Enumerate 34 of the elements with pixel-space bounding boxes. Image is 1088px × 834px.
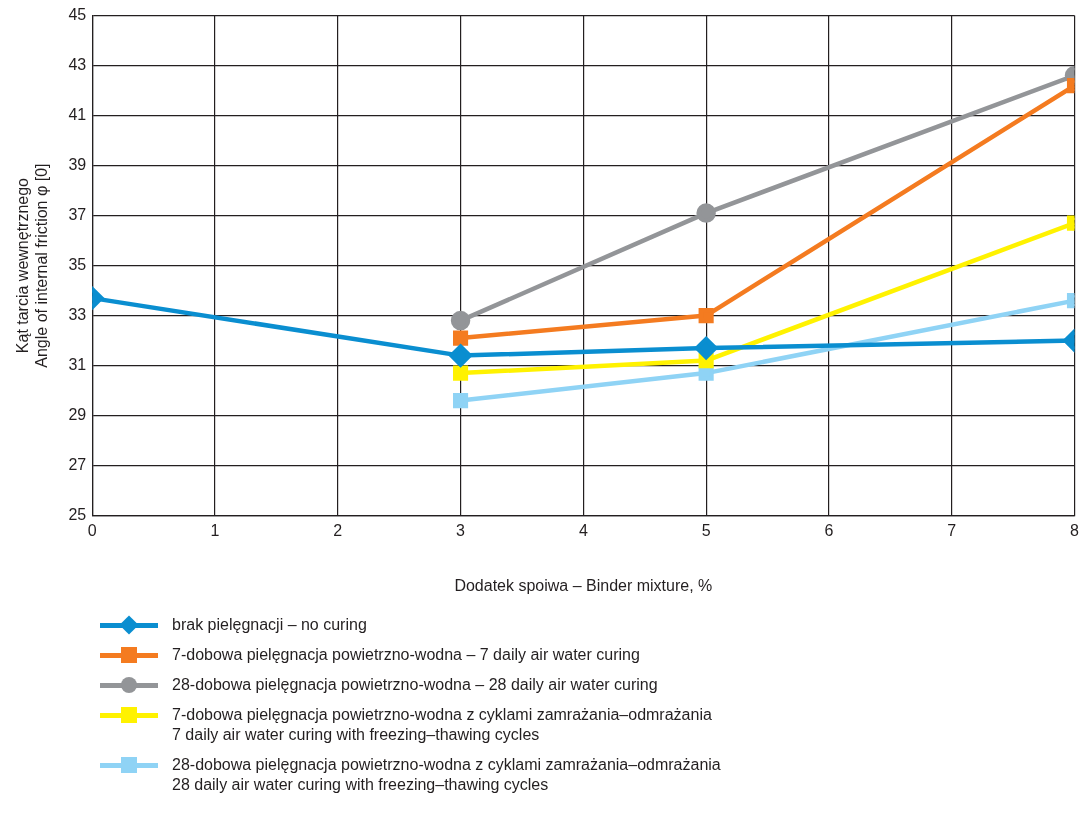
point <box>698 365 714 381</box>
x-tick-label: 1 <box>210 521 220 539</box>
y-tick-label: 37 <box>68 206 87 224</box>
x-tick-label: 4 <box>578 521 588 539</box>
point <box>453 393 469 409</box>
legend-label: 28-dobowa pielęgnacja powietrzno-wodna z cyklami zamrażania–odmrażania 28 daily air water curing with freezing–thawing cycles <box>172 755 721 795</box>
y-tick-label: 29 <box>68 406 87 424</box>
y-tick-label: 25 <box>68 506 87 524</box>
point <box>698 308 714 324</box>
legend-label: brak pielęgnacji – no curing <box>172 615 367 635</box>
x-axis-title: Dodatek spoiwa – Binder mixture, % <box>454 576 713 594</box>
y-tick-label: 43 <box>68 56 87 74</box>
y-tick-label: 33 <box>68 306 87 324</box>
legend-label: 7-dobowa pielęgnacja powietrzno-wodna – 7 daily air water curing <box>172 645 640 665</box>
x-tick-label: 6 <box>824 521 834 539</box>
legend-label: 28-dobowa pielęgnacja powietrzno-wodna – 28 daily air water curing <box>172 675 658 695</box>
x-tick-label: 0 <box>87 521 97 539</box>
x-tick-label: 2 <box>333 521 343 539</box>
y-tick-label: 39 <box>68 156 87 174</box>
y-axis-title: Kąt tarcia wewnętrznego Angle of internal friction φ [0] <box>14 163 51 368</box>
point <box>453 365 469 381</box>
x-tick-label: 3 <box>456 521 466 539</box>
x-tick-label: 7 <box>947 521 957 539</box>
y-tick-label: 41 <box>68 106 87 124</box>
point <box>696 203 716 223</box>
y-tick-label: 31 <box>68 356 87 374</box>
legend-label: 7-dobowa pielęgnacja powietrzno-wodna z cyklami zamrażania–odmrażania 7 daily air water curing with freezing–thawing cycles <box>172 705 712 745</box>
point <box>453 330 469 346</box>
point <box>450 310 471 331</box>
y-tick-label: 27 <box>68 456 87 474</box>
y-tick-label: 45 <box>68 6 87 24</box>
y-tick-label: 35 <box>68 256 87 274</box>
x-tick-label: 8 <box>1070 521 1080 539</box>
x-tick-label: 5 <box>701 521 711 539</box>
